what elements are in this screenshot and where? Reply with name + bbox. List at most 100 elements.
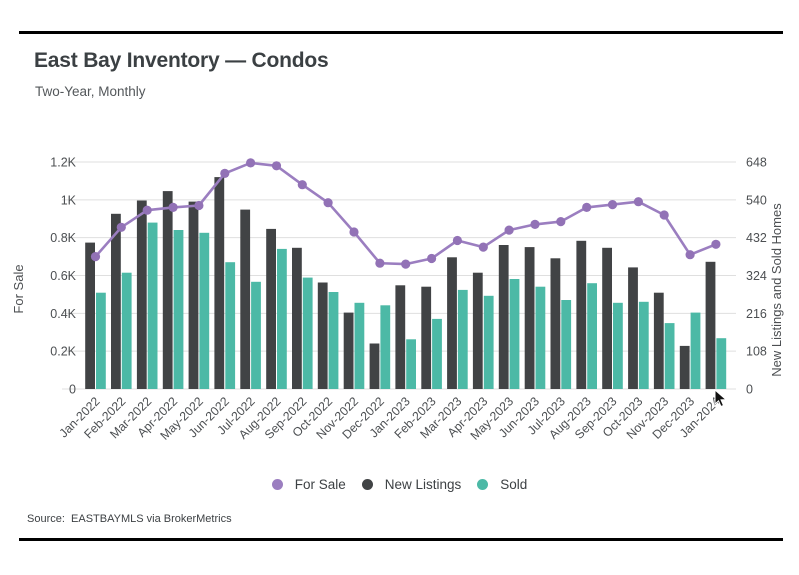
left-axis-tick-label: 0.2K: [50, 345, 76, 359]
line-for-sale: [94, 161, 717, 266]
marker-for-sale: [323, 198, 333, 208]
bar-sold: [457, 289, 468, 389]
bar-new-listings: [447, 257, 457, 389]
right-axis-tick-label: 648: [746, 156, 767, 170]
source-note: Source: EASTBAYMLS via BrokerMetrics: [27, 513, 232, 525]
chart-legend: For Sale New Listings Sold: [0, 477, 799, 492]
marker-for-sale: [504, 225, 514, 235]
marker-for-sale: [556, 217, 566, 227]
legend-item-for-sale: For Sale: [271, 477, 346, 492]
legend-label-new-listings: New Listings: [384, 477, 462, 492]
page-title: East Bay Inventory — Condos: [34, 49, 329, 72]
bar-new-listings: [240, 209, 251, 389]
bar-sold: [121, 272, 132, 389]
left-axis-tick-label: 0.8K: [50, 231, 76, 245]
bar-new-listings: [136, 200, 147, 389]
left-axis-tick-label: 0.4K: [50, 307, 76, 321]
bar-sold: [277, 248, 287, 389]
bar-new-listings: [421, 286, 432, 389]
bar-sold: [225, 262, 236, 389]
bar-sold: [354, 302, 365, 389]
bar-sold: [406, 339, 416, 389]
bar-new-listings: [576, 240, 587, 389]
sold-swatch-icon: [477, 479, 489, 490]
bar-sold: [613, 302, 623, 389]
bar-sold: [96, 292, 106, 389]
bar-sold: [302, 277, 313, 389]
bar-sold: [432, 318, 442, 389]
bar-sold: [716, 338, 727, 389]
marker-for-sale: [349, 227, 359, 237]
marker-for-sale: [168, 202, 178, 212]
right-axis-tick-label: 432: [746, 231, 767, 245]
bar-new-listings: [498, 245, 509, 389]
legend-label-sold: Sold: [500, 477, 528, 492]
bar-sold: [561, 300, 572, 389]
legend-item-new-listings: New Listings: [361, 477, 462, 492]
marker-for-sale: [220, 168, 230, 178]
left-axis-tick-label: 0: [69, 383, 76, 397]
marker-for-sale: [478, 242, 488, 252]
marker-for-sale: [375, 258, 385, 268]
bar-sold: [535, 286, 546, 389]
bar-new-listings: [343, 312, 354, 389]
marker-for-sale: [194, 200, 204, 211]
left-axis-tick-label: 1K: [61, 193, 77, 207]
bar-new-listings: [214, 177, 225, 389]
bar-sold: [509, 279, 520, 389]
marker-for-sale: [607, 200, 618, 210]
bar-sold: [483, 295, 494, 389]
bar-new-listings: [679, 345, 690, 389]
marker-for-sale: [582, 202, 592, 212]
marker-for-sale: [246, 158, 256, 168]
right-axis-title: New Listings and Sold Homes: [769, 203, 784, 377]
bar-new-listings: [369, 343, 380, 389]
legend-item-sold: Sold: [477, 477, 527, 492]
right-axis-tick-label: 216: [746, 307, 767, 321]
bar-sold: [664, 323, 675, 389]
bar-new-listings: [653, 292, 664, 389]
left-axis-title: For Sale: [11, 264, 26, 313]
marker-for-sale: [452, 235, 462, 246]
bar-sold: [251, 281, 261, 389]
bar-new-listings: [317, 282, 328, 389]
marker-for-sale: [427, 253, 437, 264]
marker-for-sale: [530, 219, 540, 229]
marker-for-sale: [401, 259, 411, 269]
marker-for-sale: [116, 222, 126, 232]
bar-new-listings: [628, 267, 638, 389]
new-listings-swatch-icon: [361, 479, 373, 490]
bar-new-listings: [188, 201, 199, 389]
bar-new-listings: [162, 191, 173, 389]
right-axis-tick-label: 0: [746, 383, 753, 397]
marker-for-sale: [633, 197, 644, 207]
marker-for-sale: [711, 239, 721, 249]
page-subtitle: Two-Year, Monthly: [35, 84, 146, 99]
left-axis-tick-label: 0.6K: [50, 269, 76, 283]
marker-for-sale: [685, 250, 695, 260]
right-axis-tick-label: 324: [746, 269, 767, 283]
bottom-rule: [19, 538, 783, 541]
bar-new-listings: [472, 272, 483, 389]
bar-new-listings: [602, 247, 612, 389]
bar-new-listings: [524, 247, 535, 389]
bar-new-listings: [111, 213, 121, 389]
marker-for-sale: [90, 252, 101, 262]
bar-sold: [147, 222, 158, 389]
mouse-cursor-icon: [714, 389, 728, 408]
bar-sold: [690, 312, 701, 389]
bar-new-listings: [292, 247, 302, 389]
bar-sold: [328, 292, 339, 389]
bar-sold: [199, 232, 210, 389]
bar-new-listings: [395, 285, 406, 389]
bar-sold: [380, 305, 391, 389]
top-rule: [19, 31, 783, 34]
inventory-chart: 0 0 0.2K 108 0.4K 216 0.6K 324 0.8K 432 1K 540 1.2K 6…: [11, 156, 784, 443]
bar-sold: [587, 283, 597, 389]
for-sale-swatch-icon: [271, 479, 283, 490]
bar-sold: [638, 301, 649, 389]
bar-sold: [173, 230, 184, 389]
right-axis-tick-label: 540: [746, 193, 767, 207]
bar-new-listings: [85, 242, 95, 389]
bar-new-listings: [266, 228, 276, 389]
